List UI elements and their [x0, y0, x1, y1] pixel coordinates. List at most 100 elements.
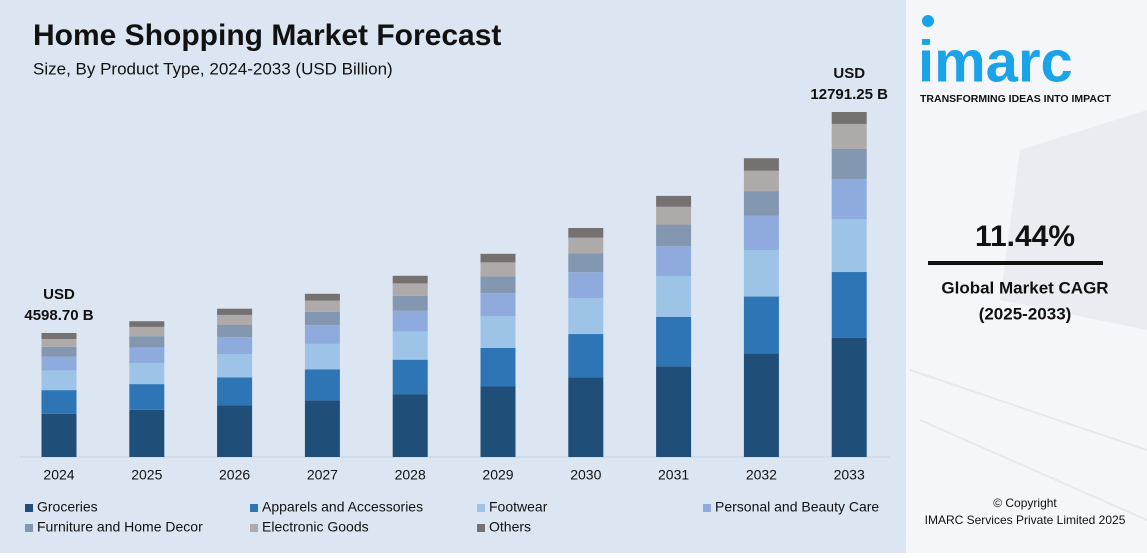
- bar-segment: [217, 314, 253, 326]
- chart-subtitle: Size, By Product Type, 2024-2033 (USD Bi…: [33, 59, 393, 78]
- bar-segment: [656, 206, 692, 225]
- bar-segment: [656, 316, 692, 367]
- bar-segment: [831, 178, 867, 219]
- legend-swatch: [477, 504, 485, 512]
- bar-segment: [129, 384, 165, 410]
- legend-label: Personal and Beauty Care: [715, 499, 879, 515]
- bar-segment: [129, 321, 165, 327]
- legend-label: Footwear: [489, 499, 548, 515]
- bar-segment: [480, 253, 516, 263]
- bar-segment: [304, 343, 340, 370]
- bar-segment: [831, 218, 867, 273]
- legend-label: Electronic Goods: [262, 519, 369, 535]
- bar-segment: [568, 227, 604, 238]
- bar-segment: [831, 272, 867, 338]
- bar-segment: [304, 293, 340, 301]
- bar-segment: [217, 337, 253, 355]
- bar-segment: [392, 394, 428, 457]
- bar-segment: [568, 377, 604, 457]
- bar-segment: [568, 237, 604, 254]
- bar-segment: [831, 148, 867, 179]
- bar-segment: [480, 276, 516, 294]
- bar-segment: [392, 359, 428, 395]
- cagr-label: Global Market CAGR: [941, 278, 1108, 297]
- bar-segment: [656, 246, 692, 277]
- bar-segment: [129, 326, 165, 337]
- copyright: © Copyright: [993, 496, 1057, 510]
- bar-segment: [480, 262, 516, 277]
- bar-segment: [392, 295, 428, 311]
- legend-swatch: [25, 504, 33, 512]
- bar-segment: [304, 300, 340, 312]
- bar-segment: [41, 356, 77, 371]
- tagline: TRANSFORMING IDEAS INTO IMPACT: [920, 93, 1112, 105]
- bar-segment: [217, 405, 253, 457]
- bar-segment: [480, 347, 516, 387]
- bar-segment: [41, 413, 77, 457]
- bar-segment: [656, 195, 692, 207]
- x-tick-label: 2033: [834, 467, 865, 483]
- bar-segment: [743, 191, 779, 216]
- bar-segment: [568, 272, 604, 299]
- bar-segment: [743, 353, 779, 457]
- bar-segment: [656, 276, 692, 317]
- bar-segment: [304, 311, 340, 326]
- bar-segment: [217, 377, 253, 406]
- side-background: [906, 0, 1147, 553]
- legend-swatch: [250, 504, 258, 512]
- chart-title: Home Shopping Market Forecast: [33, 19, 501, 52]
- bar-segment: [568, 253, 604, 273]
- legend-swatch: [25, 524, 33, 532]
- legend-label: Furniture and Home Decor: [37, 519, 203, 535]
- bar-segment: [743, 170, 779, 192]
- bar-segment: [41, 339, 77, 347]
- bar-segment: [304, 325, 340, 344]
- legend-swatch: [477, 524, 485, 532]
- x-tick-label: 2024: [43, 467, 74, 483]
- bar-segment: [480, 316, 516, 348]
- bar-segment: [392, 331, 428, 360]
- bar-segment: [656, 366, 692, 457]
- bar-segment: [831, 337, 867, 457]
- cagr-period: (2025-2033): [979, 304, 1072, 323]
- x-tick-label: 2026: [219, 467, 250, 483]
- bar-segment: [129, 362, 165, 385]
- side-decoration: [909, 110, 1147, 521]
- bar-segment: [480, 293, 516, 317]
- bar-segment: [41, 346, 77, 357]
- bar-segment: [41, 370, 77, 391]
- x-tick-label: 2025: [131, 467, 162, 483]
- bar-segment: [743, 296, 779, 354]
- bar-segment: [129, 347, 165, 363]
- x-tick-label: 2028: [395, 467, 426, 483]
- bar-segment: [743, 158, 779, 171]
- total-label: 12791.25 B: [810, 86, 888, 103]
- bar-segment: [392, 310, 428, 332]
- bar-segment: [568, 298, 604, 335]
- legend-label: Groceries: [37, 499, 98, 515]
- bar-segment: [831, 112, 867, 124]
- bar-segment: [304, 400, 340, 457]
- bar-segment: [41, 332, 77, 340]
- legend-label: Apparels and Accessories: [262, 499, 423, 515]
- x-tick-label: 2029: [482, 467, 513, 483]
- legend-label: Others: [489, 519, 531, 535]
- total-label: USD: [833, 65, 865, 82]
- legend-swatch: [703, 504, 711, 512]
- bar-segment: [129, 409, 165, 457]
- bar-segment: [392, 275, 428, 284]
- logo-dot: [922, 15, 934, 27]
- logo: imarc: [918, 29, 1073, 94]
- cagr-rule: [928, 261, 1103, 265]
- copyright-owner: IMARC Services Private Limited 2025: [925, 513, 1126, 527]
- legend-swatch: [250, 524, 258, 532]
- x-tick-label: 2031: [658, 467, 689, 483]
- bar-segment: [392, 283, 428, 296]
- bar-segment: [129, 336, 165, 348]
- x-tick-label: 2032: [746, 467, 777, 483]
- bar-segment: [217, 354, 253, 378]
- total-label: 4598.70 B: [24, 307, 93, 324]
- bar-segment: [217, 308, 253, 315]
